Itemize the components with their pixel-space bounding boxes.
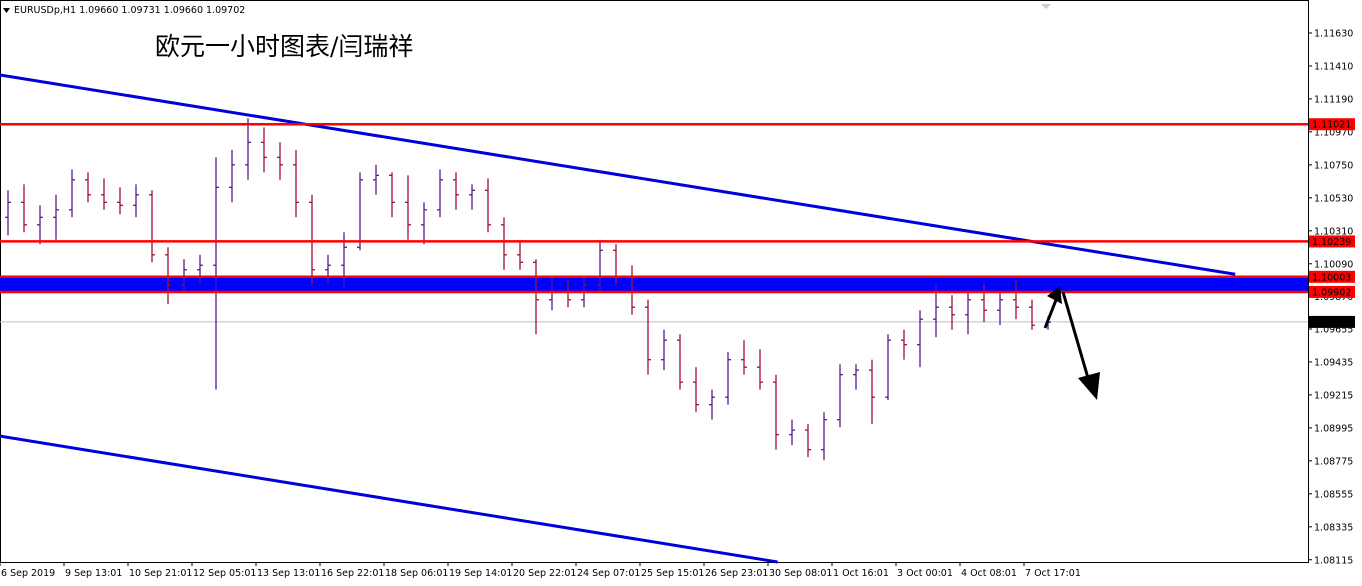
x-tick-label: 26 Sep 23:01 [705,568,768,579]
chart-header: EURUSDp,H1 1.09660 1.09731 1.09660 1.097… [14,5,245,16]
x-tick-label: 13 Sep 13:01 [257,568,320,579]
x-tick-label: 6 Sep 2019 [1,568,55,579]
y-tick-label: 1.09215 [1314,390,1353,401]
trendline [0,73,1236,276]
y-tick-label: 1.08995 [1314,423,1353,434]
y-tick-label: 1.09435 [1314,357,1353,368]
x-tick-label: 18 Sep 06:01 [385,568,448,579]
x-tick-label: 9 Sep 13:01 [65,568,122,579]
level-label-box [1309,118,1355,131]
arrow-down [1061,291,1090,379]
x-tick-label: 7 Oct 17:01 [1025,568,1081,579]
header-arrow [3,8,10,13]
y-tick-label: 1.08115 [1314,555,1353,566]
arrow-head [1078,372,1100,400]
y-tick-label: 1.08555 [1314,489,1353,500]
trendline [0,434,778,564]
y-tick-label: 1.10970 [1314,127,1353,138]
x-tick-label: 20 Sep 22:01 [513,568,576,579]
x-tick-label: 25 Sep 15:01 [641,568,704,579]
y-tick-label: 1.10530 [1314,193,1353,204]
x-tick-label: 10 Sep 21:01 [129,568,192,579]
x-tick-label: 1 Oct 16:01 [833,568,889,579]
y-tick-label: 1.10750 [1314,160,1353,171]
y-tick-label: 1.11410 [1314,61,1353,72]
last-price-box [1309,315,1355,328]
y-tick-label: 1.11630 [1314,28,1353,39]
level-label-box [1309,235,1355,248]
level-label: 1.09902 [1312,287,1351,298]
x-tick-label: 16 Sep 22:01 [321,568,384,579]
level-label-box [1309,285,1355,298]
arrow-head [1047,286,1062,304]
y-tick-label: 1.08775 [1314,456,1353,467]
x-tick-label: 4 Oct 08:01 [961,568,1017,579]
x-tick-label: 30 Sep 08:01 [769,568,832,579]
y-tick-label: 1.08335 [1314,522,1353,533]
level-label-box [1309,270,1355,283]
scroll-marker [1041,4,1051,9]
level-label: 1.11021 [1312,120,1351,131]
x-tick-label: 3 Oct 00:01 [897,568,953,579]
arrow-up [1043,299,1058,329]
x-tick-label: 12 Sep 05:01 [193,568,256,579]
chart-title: 欧元一小时图表/闫瑞祥 [155,32,413,61]
y-tick-label: 1.10090 [1314,259,1353,270]
level-label: 1.10003 [1312,272,1351,283]
y-tick-label: 1.11190 [1314,94,1353,105]
y-tick-label: 1.09655 [1314,324,1353,335]
plot-layer [0,73,1308,564]
y-tick-label: 1.10310 [1314,226,1353,237]
level-label: 1.10239 [1312,237,1351,248]
x-tick-label: 24 Sep 07:01 [577,568,640,579]
x-tick-label: 19 Sep 14:01 [449,568,512,579]
last-price-label: 1.09702 [1312,317,1351,328]
zone [0,276,1308,292]
forecast-arrows [1043,286,1100,400]
